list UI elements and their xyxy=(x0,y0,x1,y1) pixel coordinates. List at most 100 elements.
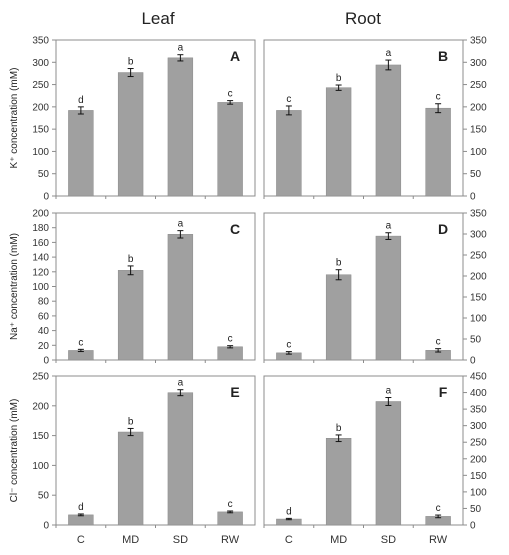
panel-e-bar-md xyxy=(117,431,144,526)
panel-b-letter-rw: c xyxy=(436,92,441,103)
panel-a-ytick-label: 100 xyxy=(32,147,49,158)
panel-f-ytick-label: 150 xyxy=(470,471,487,482)
panel-e-ytick-label: 100 xyxy=(32,461,49,472)
panel-d-letter-rw: c xyxy=(436,337,441,348)
panel-c-bar-md xyxy=(117,270,144,361)
panel-f-letter-sd: a xyxy=(386,386,392,397)
panel-a-ytick-label: 150 xyxy=(32,125,49,136)
panel-b-ytick-label: 100 xyxy=(470,147,487,158)
panel-b-ytick-label: 300 xyxy=(470,58,487,69)
panel-a-ytick-label: 50 xyxy=(38,169,50,180)
panel-d-label: D xyxy=(438,221,448,237)
panel-b-ytick-label: 50 xyxy=(470,169,482,180)
panel-c-label: C xyxy=(230,221,240,237)
panel-f-frame xyxy=(263,375,464,526)
panel-a-bar-md xyxy=(117,72,144,197)
panel-b-ytick-label: 0 xyxy=(470,192,476,203)
panel-e-category-label-sd: SD xyxy=(173,534,188,546)
panel-a-ytick-label: 0 xyxy=(43,192,49,203)
panel-f-letter-md: b xyxy=(336,423,342,434)
panel-a-letter-sd: a xyxy=(178,43,184,54)
panel-c-bar-sd xyxy=(167,234,194,361)
panel-b-ytick-label: 350 xyxy=(470,36,487,47)
panel-f-letter-rw: c xyxy=(436,503,441,514)
panel-c-letter-md: b xyxy=(128,254,134,265)
panel-b-letter-md: b xyxy=(336,73,342,84)
panel-f-ytick-label: 450 xyxy=(470,372,487,383)
panel-e-category-label-rw: RW xyxy=(221,534,240,546)
panel-e-label: E xyxy=(230,384,239,400)
panel-e-bar-sd xyxy=(167,392,194,526)
panel-c-ytick-label: 60 xyxy=(38,311,50,322)
panel-d-letter-md: b xyxy=(336,258,342,269)
panel-f-category-label-md: MD xyxy=(330,534,347,546)
panel-e-ytick-label: 0 xyxy=(43,521,49,532)
panel-d-ytick-label: 0 xyxy=(470,356,476,367)
panel-c-ytick-label: 80 xyxy=(38,297,50,308)
panel-e-ytick-label: 150 xyxy=(32,431,49,442)
panel-c-letter-rw: c xyxy=(228,334,233,345)
panel-d-ytick-label: 350 xyxy=(470,209,487,220)
panel-c-ytick-label: 120 xyxy=(32,267,49,278)
panel-f-ytick-label: 300 xyxy=(470,421,487,432)
panel-c-ytick-label: 20 xyxy=(38,341,50,352)
panel-b-ytick-label: 250 xyxy=(470,80,487,91)
panel-f-ytick-label: 0 xyxy=(470,521,476,532)
panel-b-bar-c xyxy=(276,110,302,197)
panel-c-letter-c: c xyxy=(78,337,83,348)
panel-e-bar-rw xyxy=(217,511,243,526)
panel-a-ytick-label: 250 xyxy=(32,80,49,91)
panel-f-ytick-label: 200 xyxy=(470,454,487,465)
panel-f-ytick-label: 250 xyxy=(470,438,487,449)
panel-d-ytick-label: 100 xyxy=(470,314,487,325)
panel-c-letter-sd: a xyxy=(178,219,184,230)
panel-a-label: A xyxy=(230,48,240,64)
panel-b-ytick-label: 200 xyxy=(470,102,487,113)
panel-c-ytick-label: 0 xyxy=(43,356,49,367)
panel-b-bar-md xyxy=(325,87,352,197)
panel-c-ytick-label: 180 xyxy=(32,223,49,234)
panel-c-ytick-label: 140 xyxy=(32,253,49,264)
panel-e-category-label-c: C xyxy=(77,534,85,546)
panel-c-frame xyxy=(55,212,256,361)
panel-e-letter-rw: c xyxy=(228,499,233,510)
panel-a-letter-c: d xyxy=(78,95,84,106)
panel-b-letter-sd: a xyxy=(386,48,392,59)
panel-f-category-label-rw: RW xyxy=(429,534,448,546)
column-title-root: Root xyxy=(345,9,381,28)
panel-e-letter-md: b xyxy=(128,416,134,427)
panel-d-ytick-label: 50 xyxy=(470,335,482,346)
panel-f-ytick-label: 350 xyxy=(470,405,487,416)
panel-a-bar-sd xyxy=(167,57,194,197)
panel-f-letter-c: d xyxy=(286,506,292,517)
panel-f-ytick-label: 50 xyxy=(470,504,482,515)
column-title-leaf: Leaf xyxy=(141,9,174,28)
panel-d-ytick-label: 250 xyxy=(470,251,487,262)
panel-d-ytick-label: 200 xyxy=(470,272,487,283)
panel-a-ytick-label: 350 xyxy=(32,36,49,47)
panel-c-bar-rw xyxy=(217,346,243,361)
panel-e-bar-c xyxy=(68,514,94,526)
panel-f-ytick-label: 400 xyxy=(470,388,487,399)
panel-a-bar-c xyxy=(68,110,94,197)
panel-c-ytick-label: 40 xyxy=(38,326,50,337)
panel-b-label: B xyxy=(438,48,448,64)
panel-c-ytick-label: 100 xyxy=(32,282,49,293)
panel-b-ytick-label: 150 xyxy=(470,125,487,136)
panel-a-letter-md: b xyxy=(128,57,134,68)
panel-c-ytick-label: 200 xyxy=(32,209,49,220)
panel-e-ytick-label: 50 xyxy=(38,491,50,502)
panel-e-frame xyxy=(55,375,256,526)
panel-b-bar-rw xyxy=(425,107,451,197)
panel-d-letter-sd: a xyxy=(386,221,392,232)
panel-d-ytick-label: 300 xyxy=(470,230,487,241)
panel-d-frame xyxy=(263,212,464,361)
y-axis-label-row-1: K⁺ concentration (mM) xyxy=(9,68,20,169)
panel-a-letter-rw: c xyxy=(228,89,233,100)
panel-d-letter-c: c xyxy=(286,340,291,351)
panel-b-letter-c: c xyxy=(286,94,291,105)
panel-b-bar-sd xyxy=(375,64,402,197)
panel-f-label: F xyxy=(439,384,448,400)
